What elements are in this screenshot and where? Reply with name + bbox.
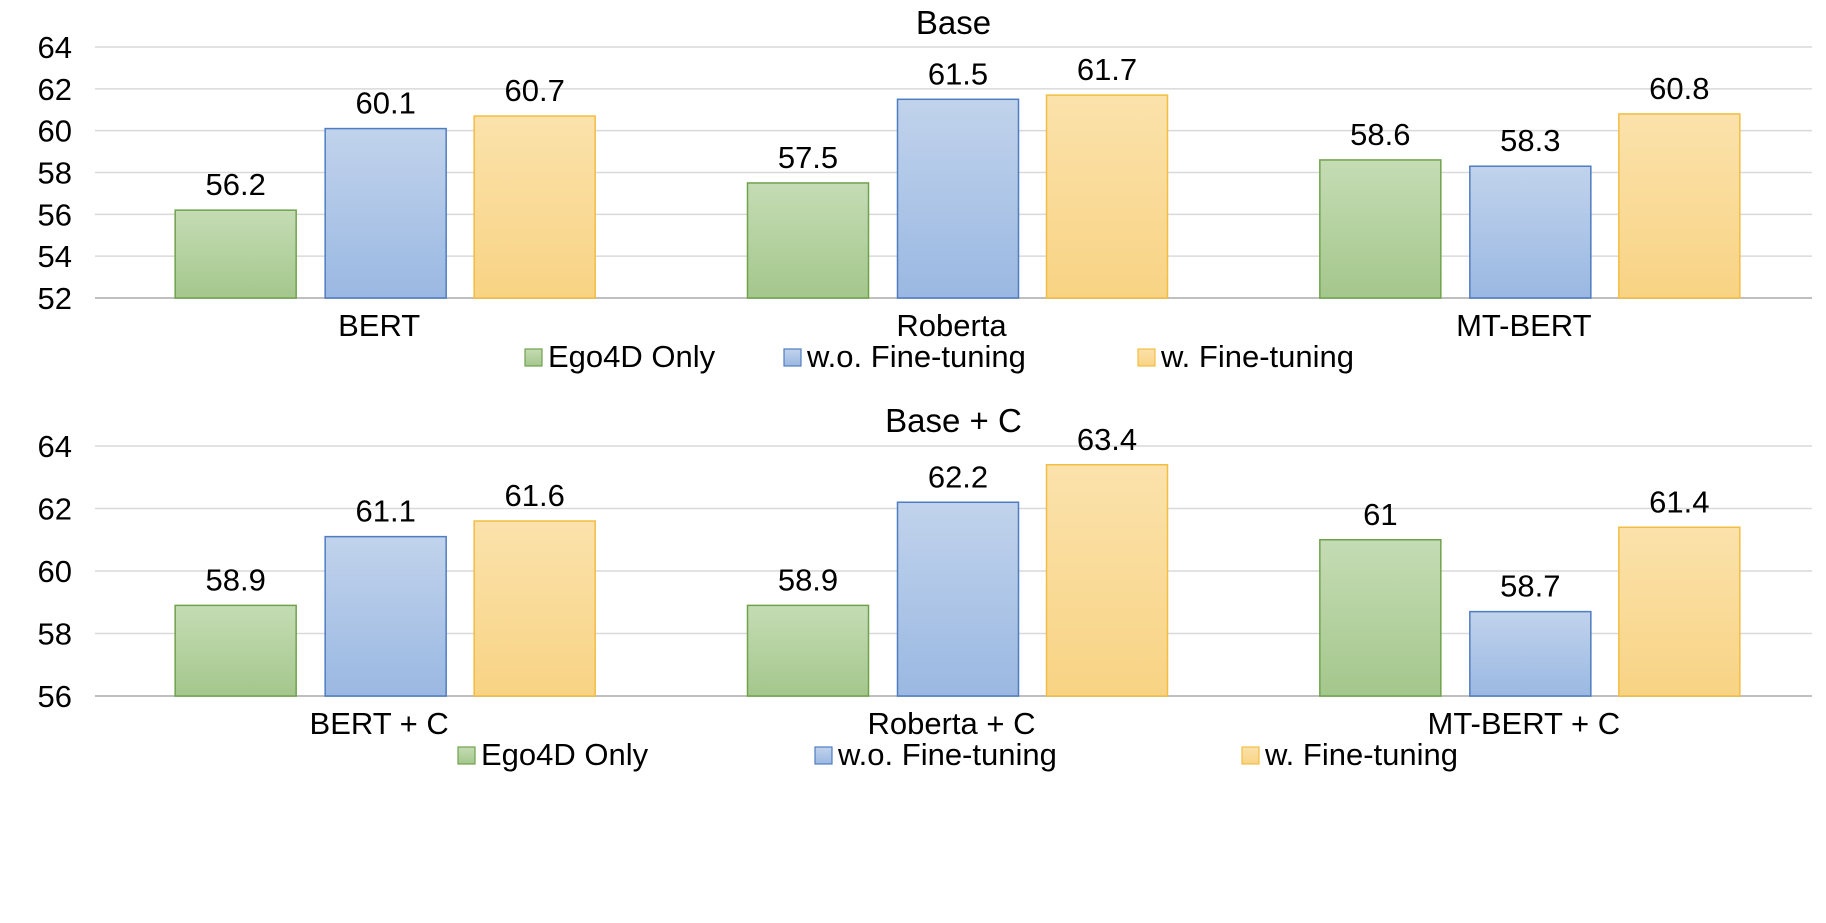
bar xyxy=(473,115,596,299)
y-tick-label: 54 xyxy=(38,239,72,274)
x-tick-label: BERT + C xyxy=(310,706,449,741)
bar xyxy=(1319,159,1442,299)
bar xyxy=(1469,610,1592,697)
chart-title: Base + C xyxy=(885,402,1022,439)
legend-label: Ego4D Only xyxy=(548,339,716,374)
data-label: 58.3 xyxy=(1500,123,1560,158)
y-tick-label: 60 xyxy=(38,114,72,149)
x-tick-label: MT-BERT xyxy=(1456,308,1592,343)
data-label: 63.4 xyxy=(1077,422,1137,457)
chart-panel-2: Base + C 56 58 60 62 64 58.9 61.1 61.6 BERT + C 58… xyxy=(38,402,1812,772)
chart-title: Base xyxy=(916,4,991,41)
x-tick-label: Roberta xyxy=(896,308,1007,343)
bar xyxy=(324,535,447,697)
legend: Ego4D Only w.o. Fine-tuning w. Fine-tuning xyxy=(524,339,1354,374)
y-tick-label: 62 xyxy=(38,72,72,107)
data-label: 56.2 xyxy=(205,167,265,202)
legend-swatch xyxy=(524,348,543,367)
bar xyxy=(1469,165,1592,299)
legend-swatch xyxy=(814,746,833,765)
data-label: 61.1 xyxy=(355,494,415,529)
legend-label: w. Fine-tuning xyxy=(1264,737,1458,772)
bar xyxy=(1045,464,1169,697)
bar xyxy=(896,501,1020,697)
data-label: 62.2 xyxy=(928,459,988,494)
legend-label: Ego4D Only xyxy=(481,737,649,772)
y-tick-label: 56 xyxy=(38,197,72,232)
bar xyxy=(1045,94,1169,299)
bar xyxy=(1319,539,1442,697)
data-label: 61.4 xyxy=(1649,484,1709,519)
bar xyxy=(473,520,596,697)
data-label: 58.9 xyxy=(205,562,265,597)
y-tick-label: 62 xyxy=(38,492,72,527)
data-label: 61 xyxy=(1363,497,1397,532)
y-tick-label: 58 xyxy=(38,617,72,652)
data-label: 58.7 xyxy=(1500,569,1560,604)
y-tick-label: 58 xyxy=(38,156,72,191)
y-tick-label: 56 xyxy=(38,679,72,714)
bar xyxy=(174,209,297,299)
legend-label: w. Fine-tuning xyxy=(1160,339,1354,374)
x-tick-label: BERT xyxy=(338,308,420,343)
legend-swatch xyxy=(783,348,802,367)
bar xyxy=(324,127,447,299)
y-tick-label: 64 xyxy=(38,429,72,464)
bar xyxy=(174,604,297,697)
data-label: 58.9 xyxy=(778,562,838,597)
legend-swatch xyxy=(1241,746,1260,765)
bar xyxy=(1618,526,1741,697)
bar xyxy=(1618,113,1741,299)
data-label: 60.1 xyxy=(355,86,415,121)
data-label: 58.6 xyxy=(1350,117,1410,152)
data-label: 60.7 xyxy=(504,73,564,108)
data-label: 57.5 xyxy=(778,140,838,175)
legend-label: w.o. Fine-tuning xyxy=(837,737,1057,772)
bar xyxy=(746,604,870,697)
data-label: 61.5 xyxy=(928,56,988,91)
legend-swatch xyxy=(1137,348,1156,367)
legend-swatch xyxy=(457,746,476,765)
bar xyxy=(746,182,870,299)
legend: Ego4D Only w.o. Fine-tuning w. Fine-tuning xyxy=(457,737,1458,772)
y-tick-label: 64 xyxy=(38,30,72,65)
x-tick-label: MT-BERT + C xyxy=(1428,706,1621,741)
data-label: 60.8 xyxy=(1649,71,1709,106)
legend-label: w.o. Fine-tuning xyxy=(806,339,1026,374)
x-tick-label: Roberta + C xyxy=(867,706,1035,741)
y-tick-label: 60 xyxy=(38,554,72,589)
bar xyxy=(896,98,1020,299)
data-label: 61.6 xyxy=(504,478,564,513)
chart-panel-1: Base 52 54 56 58 60 62 64 56.2 60.1 60.7 BERT 57.5 61… xyxy=(38,4,1812,374)
y-tick-label: 52 xyxy=(38,281,72,316)
data-label: 61.7 xyxy=(1077,52,1137,87)
